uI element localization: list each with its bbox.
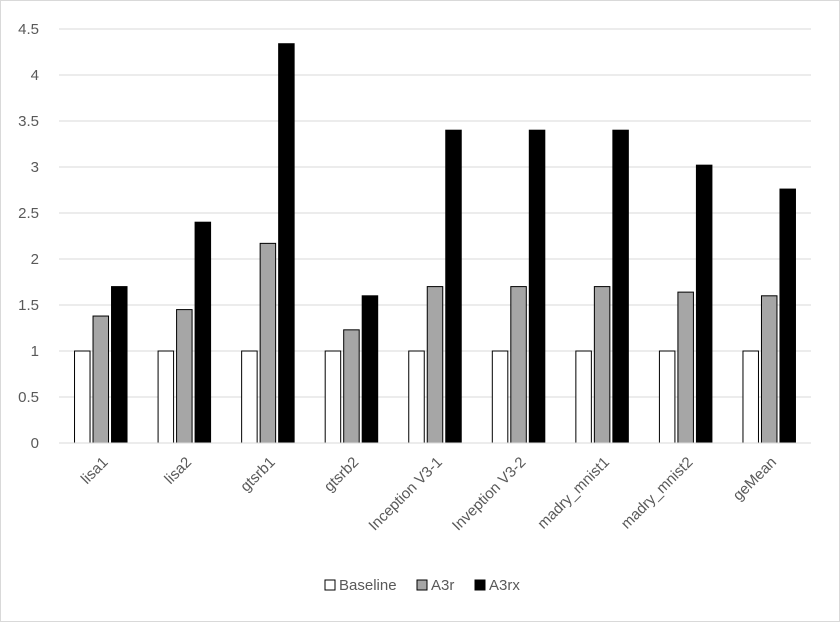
bar-a3rx-4 [361, 295, 379, 444]
y-tick-label: 3.5 [18, 113, 39, 130]
legend-label: Baseline [339, 577, 397, 594]
bar-a3rx-6 [528, 129, 546, 444]
bar-baseline-6 [491, 350, 509, 444]
x-tick-label: lisa1 [78, 454, 112, 488]
bar-baseline-2 [157, 350, 175, 444]
y-tick-label: 4.5 [18, 21, 39, 38]
bar-baseline-9 [742, 350, 759, 444]
x-tick-label: geMean [730, 454, 780, 504]
y-tick-label: 1 [31, 343, 39, 360]
y-tick-label: 1.5 [18, 297, 39, 314]
bar-a3r-4 [343, 329, 360, 444]
legend-swatch-baseline [324, 579, 336, 591]
legend-label: A3r [431, 577, 454, 594]
bar-baseline-4 [324, 350, 342, 444]
bar-baseline-3 [241, 350, 258, 444]
x-tick-label: gtsrb1 [237, 454, 279, 496]
bar-a3r-2 [176, 309, 193, 444]
legend: Baseline A3r A3rx [324, 577, 520, 594]
legend-swatch-a3r [416, 579, 428, 591]
bar-baseline-5 [408, 350, 425, 444]
y-tick-label: 2 [31, 251, 39, 268]
bar-a3r-3 [259, 242, 277, 444]
bar-a3rx-8 [695, 164, 713, 444]
bar-a3rx-2 [194, 221, 212, 444]
y-tick-label: 0.5 [18, 389, 39, 406]
bar-baseline-7 [575, 350, 592, 444]
y-tick-label: 0 [31, 435, 39, 452]
x-tick-label: lisa2 [161, 454, 195, 488]
bars [74, 43, 796, 444]
bar-a3r-9 [760, 295, 778, 444]
bar-a3rx-3 [278, 43, 295, 444]
bar-a3rx-9 [779, 188, 796, 444]
x-tick-label: madry_mnist1 [534, 454, 613, 533]
legend-swatch-a3rx [474, 579, 486, 591]
bar-a3r-8 [677, 291, 694, 444]
bar-a3r-5 [426, 286, 444, 444]
bar-a3rx-1 [111, 286, 128, 444]
x-tick-label: madry_mnist2 [618, 454, 697, 533]
y-tick-label: 3 [31, 159, 39, 176]
x-tick-label: gtsrb2 [321, 454, 363, 496]
y-tick-label: 4 [31, 67, 39, 84]
bar-a3r-7 [593, 286, 611, 444]
bar-a3rx-5 [445, 129, 462, 444]
bar-baseline-1 [74, 350, 91, 444]
y-tick-label: 2.5 [18, 205, 39, 222]
bar-a3rx-7 [612, 129, 629, 444]
bar-a3r-1 [92, 315, 110, 444]
y-axis-tick-labels: 0 0.5 1 1.5 2 2.5 3 3.5 4 4.5 [18, 21, 39, 452]
bar-baseline-8 [658, 350, 676, 444]
x-axis-tick-labels: lisa1 lisa2 gtsrb1 gtsrb2 Inception V3-1 Inve… [78, 454, 780, 534]
x-tick-label: Inveption V3-2 [449, 454, 529, 534]
bar-a3r-6 [510, 286, 527, 444]
legend-label: A3rx [489, 577, 520, 594]
x-tick-label: Inception V3-1 [365, 454, 445, 534]
